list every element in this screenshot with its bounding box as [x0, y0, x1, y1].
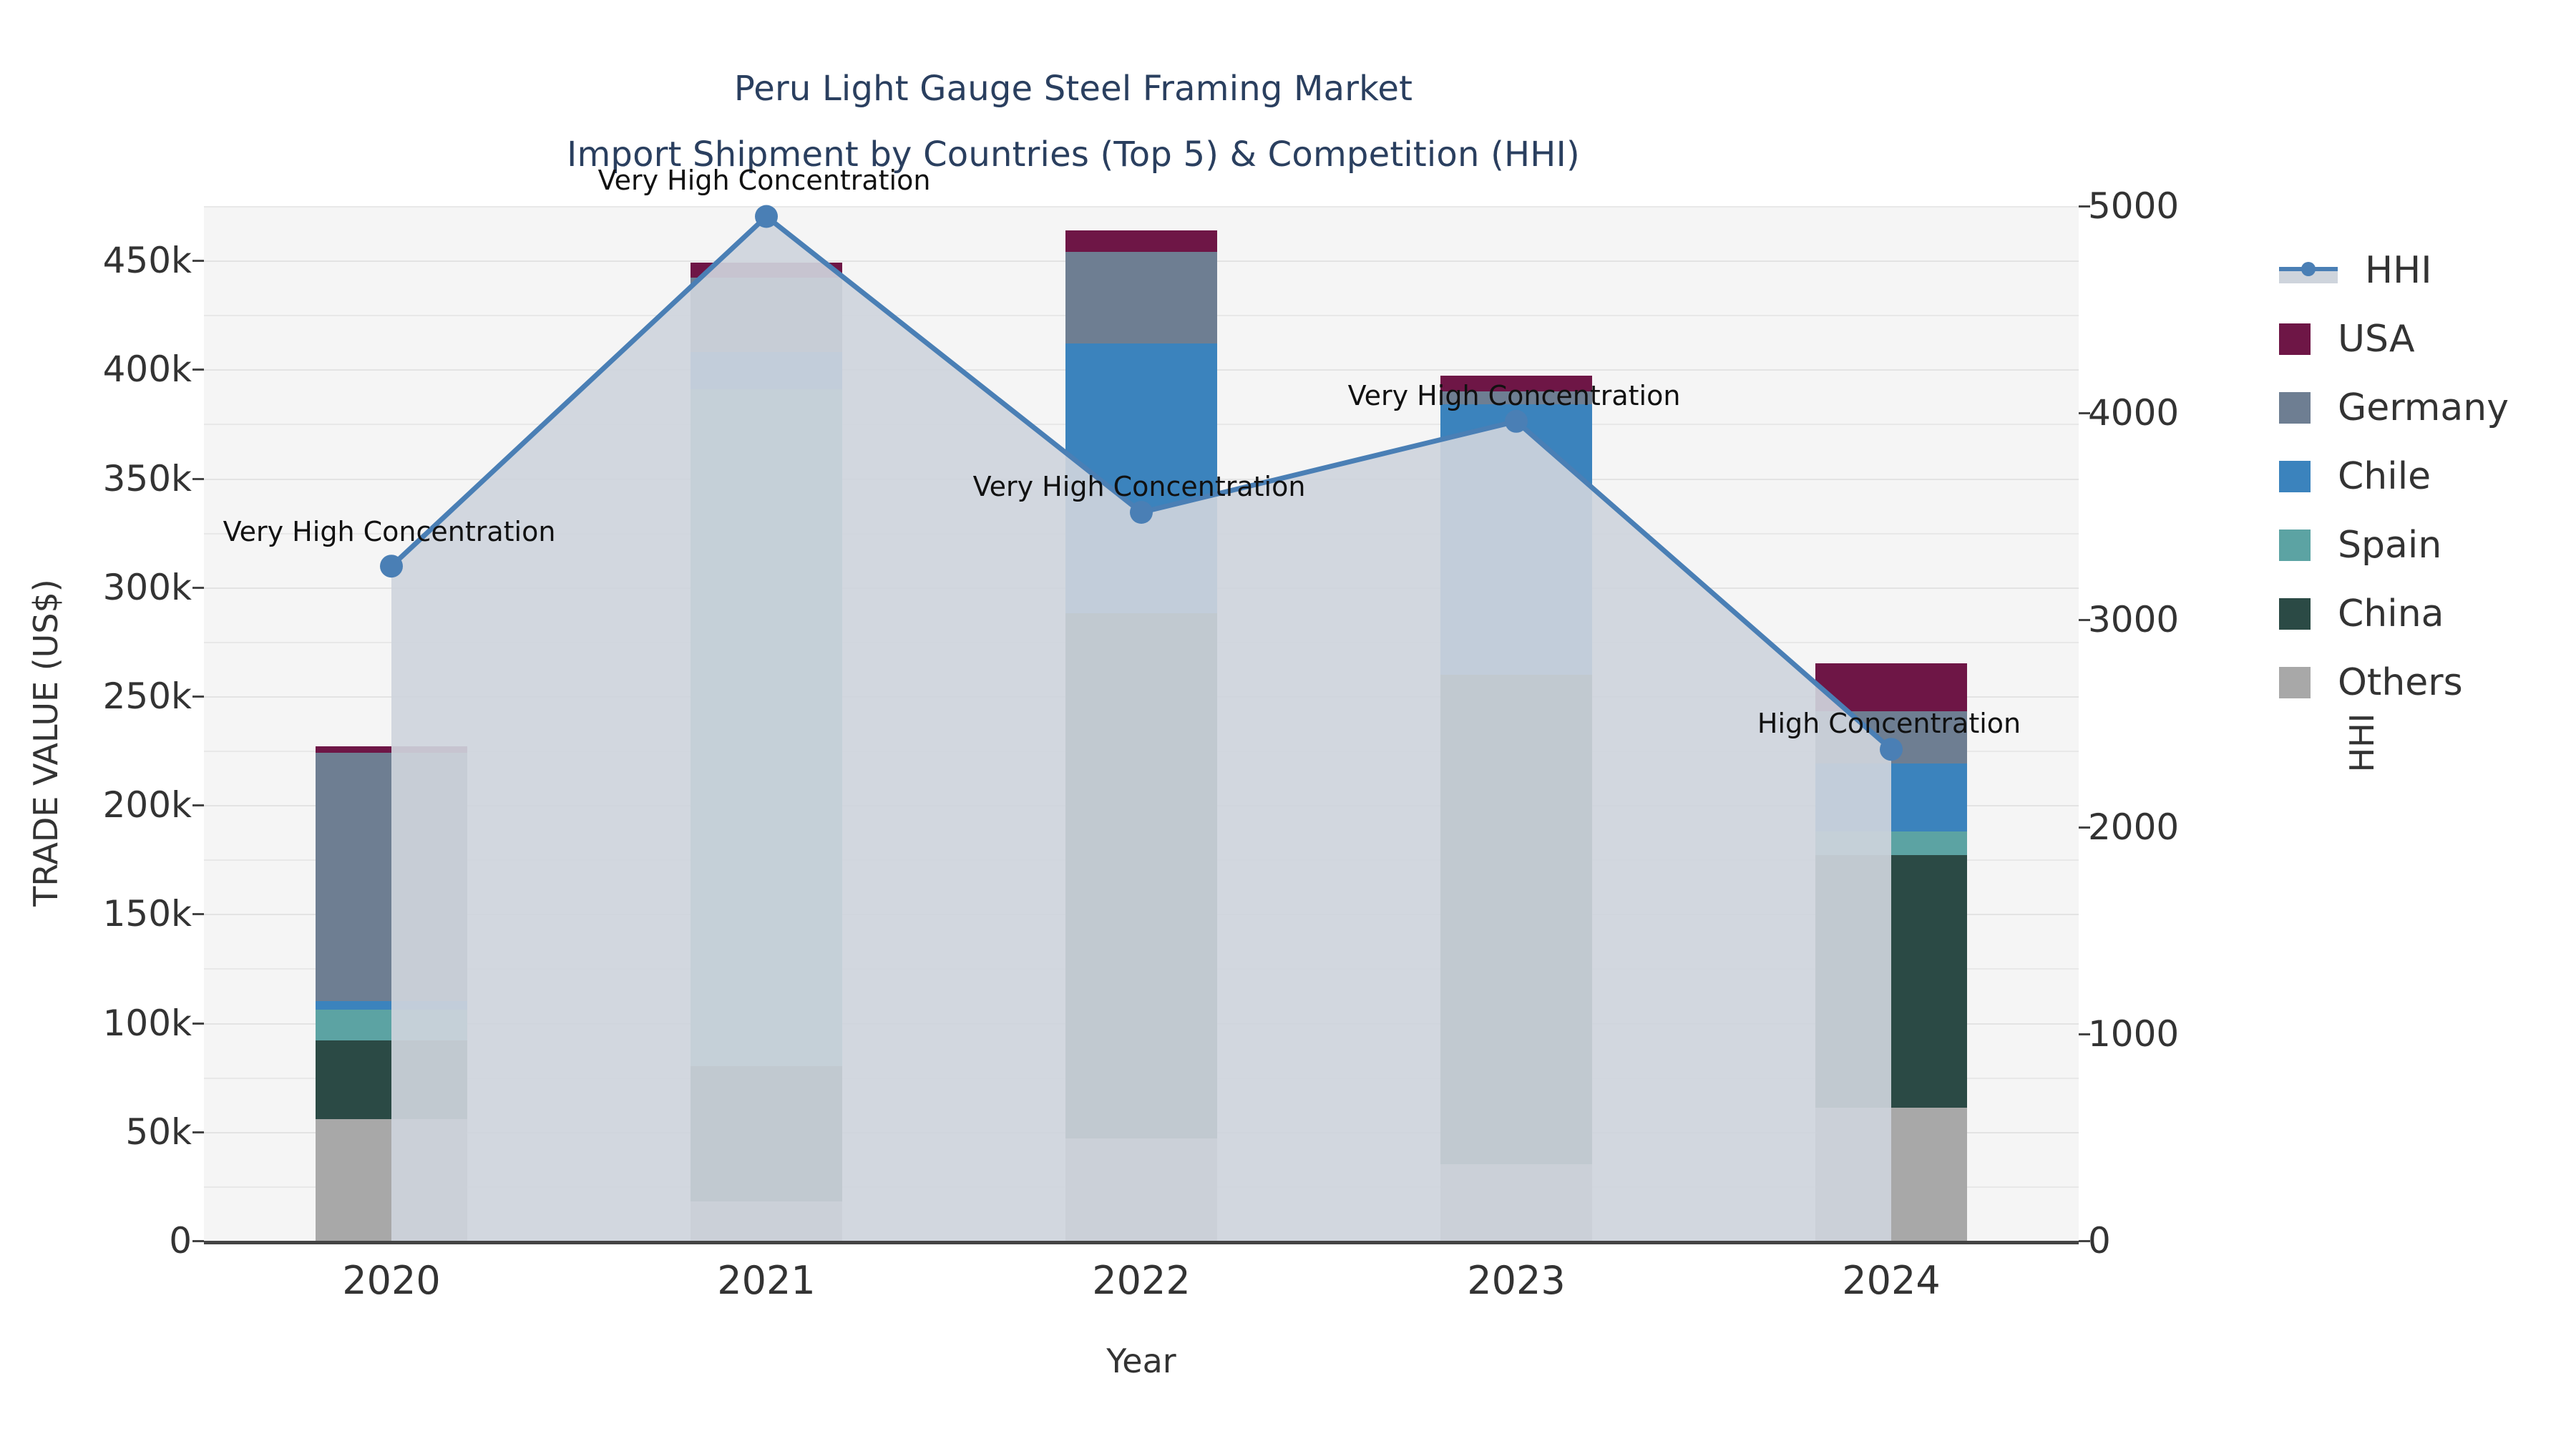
y-left-tick-label: 0: [169, 1220, 192, 1262]
y-left-tick-label: 200k: [102, 784, 192, 826]
legend-label-germany: Germany: [2338, 386, 2509, 429]
legend-item-germany[interactable]: Germany: [2279, 374, 2565, 442]
legend-swatch-usa: [2279, 323, 2311, 355]
annotation-2021: Very High Concentration: [597, 165, 931, 197]
legend-item-usa[interactable]: USA: [2279, 305, 2565, 374]
legend-item-spain[interactable]: Spain: [2279, 511, 2565, 580]
hhi-markers: [380, 205, 1903, 761]
plot-area: Very High Concentration Very High Concent…: [204, 165, 2079, 1241]
hhi-marker-2022[interactable]: [1130, 501, 1153, 524]
y-left-tick-mark: [192, 913, 204, 916]
legend-swatch-spain: [2279, 530, 2311, 561]
y-left-tick-mark: [192, 1022, 204, 1025]
y-left-tick-label: 350k: [102, 457, 192, 499]
legend-label-spain: Spain: [2338, 524, 2442, 567]
y-right-tick-label: 5000: [2088, 185, 2180, 227]
y-left-tick-mark: [192, 586, 204, 589]
hhi-marker-2020[interactable]: [380, 555, 403, 578]
y-right-tick-label: 1000: [2088, 1013, 2180, 1055]
legend-label-china: China: [2338, 592, 2444, 635]
annotation-2024: High Concentration: [1757, 708, 2021, 740]
y-left-tick-label: 100k: [102, 1002, 192, 1044]
y-right-tick-label: 0: [2088, 1220, 2111, 1262]
hhi-marker-2023[interactable]: [1505, 409, 1528, 433]
x-tick-label-2023: 2023: [1467, 1258, 1566, 1303]
hhi-marker-2021[interactable]: [755, 205, 778, 228]
bar-segment-usa-2023[interactable]: [1440, 376, 1592, 391]
hhi-area-fill: [391, 216, 1891, 1241]
y-left-tick-label: 50k: [125, 1111, 192, 1153]
y-left-tick-mark: [192, 1131, 204, 1133]
hhi-line-series: [380, 205, 1903, 1241]
y-left-tick-mark: [192, 1240, 204, 1242]
y-right-tick-mark: [2079, 619, 2090, 622]
y-right-tick-label: 2000: [2088, 806, 2180, 848]
y-right-tick-mark: [2079, 205, 2090, 208]
bar-segment-usa-2022[interactable]: [1065, 230, 1217, 252]
legend-item-china[interactable]: China: [2279, 580, 2565, 648]
y-left-tick-mark: [192, 477, 204, 480]
legend-item-chile[interactable]: Chile: [2279, 442, 2565, 511]
x-axis-line: [204, 1241, 2079, 1244]
gridline: [204, 206, 2079, 208]
x-tick-label-2020: 2020: [342, 1258, 441, 1303]
y-left-tick-mark: [192, 369, 204, 371]
legend-swatch-others: [2279, 667, 2311, 698]
legend-line-icon: [2279, 255, 2338, 286]
chart-title-line-1: Peru Light Gauge Steel Framing Market: [733, 69, 1413, 109]
y-left-tick-label: 150k: [102, 893, 192, 935]
legend-swatch-china: [2279, 598, 2311, 630]
x-tick-label-2021: 2021: [717, 1258, 816, 1303]
chart-title-line-2: Import Shipment by Countries (Top 5) & C…: [567, 135, 1580, 175]
y-right-tick-mark: [2079, 412, 2090, 415]
legend: HHI USA Germany Chile Spain China Others: [2279, 236, 2565, 717]
y-left-tick-mark: [192, 260, 204, 263]
hhi-marker-2024[interactable]: [1880, 738, 1903, 761]
bar-segment-germany-2023[interactable]: [1440, 391, 1592, 405]
legend-label-chile: Chile: [2338, 455, 2431, 498]
annotation-2023: Very High Concentration: [1347, 379, 1681, 411]
y-left-tick-label: 250k: [102, 675, 192, 717]
y-left-tick-mark: [192, 804, 204, 807]
bar-segment-germany-2022[interactable]: [1065, 251, 1217, 343]
annotation-2020: Very High Concentration: [223, 516, 556, 548]
y-right-tick-mark: [2079, 1033, 2090, 1035]
legend-label-usa: USA: [2338, 318, 2415, 361]
annotation-2022: Very High Concentration: [972, 471, 1306, 503]
legend-label-hhi: HHI: [2365, 249, 2432, 292]
y-left-tick-mark: [192, 695, 204, 698]
legend-item-others[interactable]: Others: [2279, 648, 2565, 717]
y-left-tick-label: 450k: [102, 240, 192, 282]
legend-swatch-germany: [2279, 392, 2311, 424]
chart-title: Peru Light Gauge Steel Framing Market Im…: [0, 56, 2147, 187]
y-axis-left-label: TRADE VALUE (US$): [26, 579, 65, 907]
y-left-tick-label: 300k: [102, 566, 192, 608]
y-right-tick-mark: [2079, 1240, 2090, 1242]
y-left-tick-label: 400k: [102, 348, 192, 391]
x-axis-label: Year: [1106, 1342, 1176, 1380]
legend-swatch-chile: [2279, 461, 2311, 492]
x-tick-label-2024: 2024: [1842, 1258, 1941, 1303]
y-right-tick-mark: [2079, 826, 2090, 829]
y-right-tick-label: 3000: [2088, 599, 2180, 641]
y-right-tick-label: 4000: [2088, 392, 2180, 434]
legend-label-others: Others: [2338, 661, 2463, 704]
legend-item-hhi[interactable]: HHI: [2279, 236, 2565, 305]
x-tick-label-2022: 2022: [1092, 1258, 1191, 1303]
